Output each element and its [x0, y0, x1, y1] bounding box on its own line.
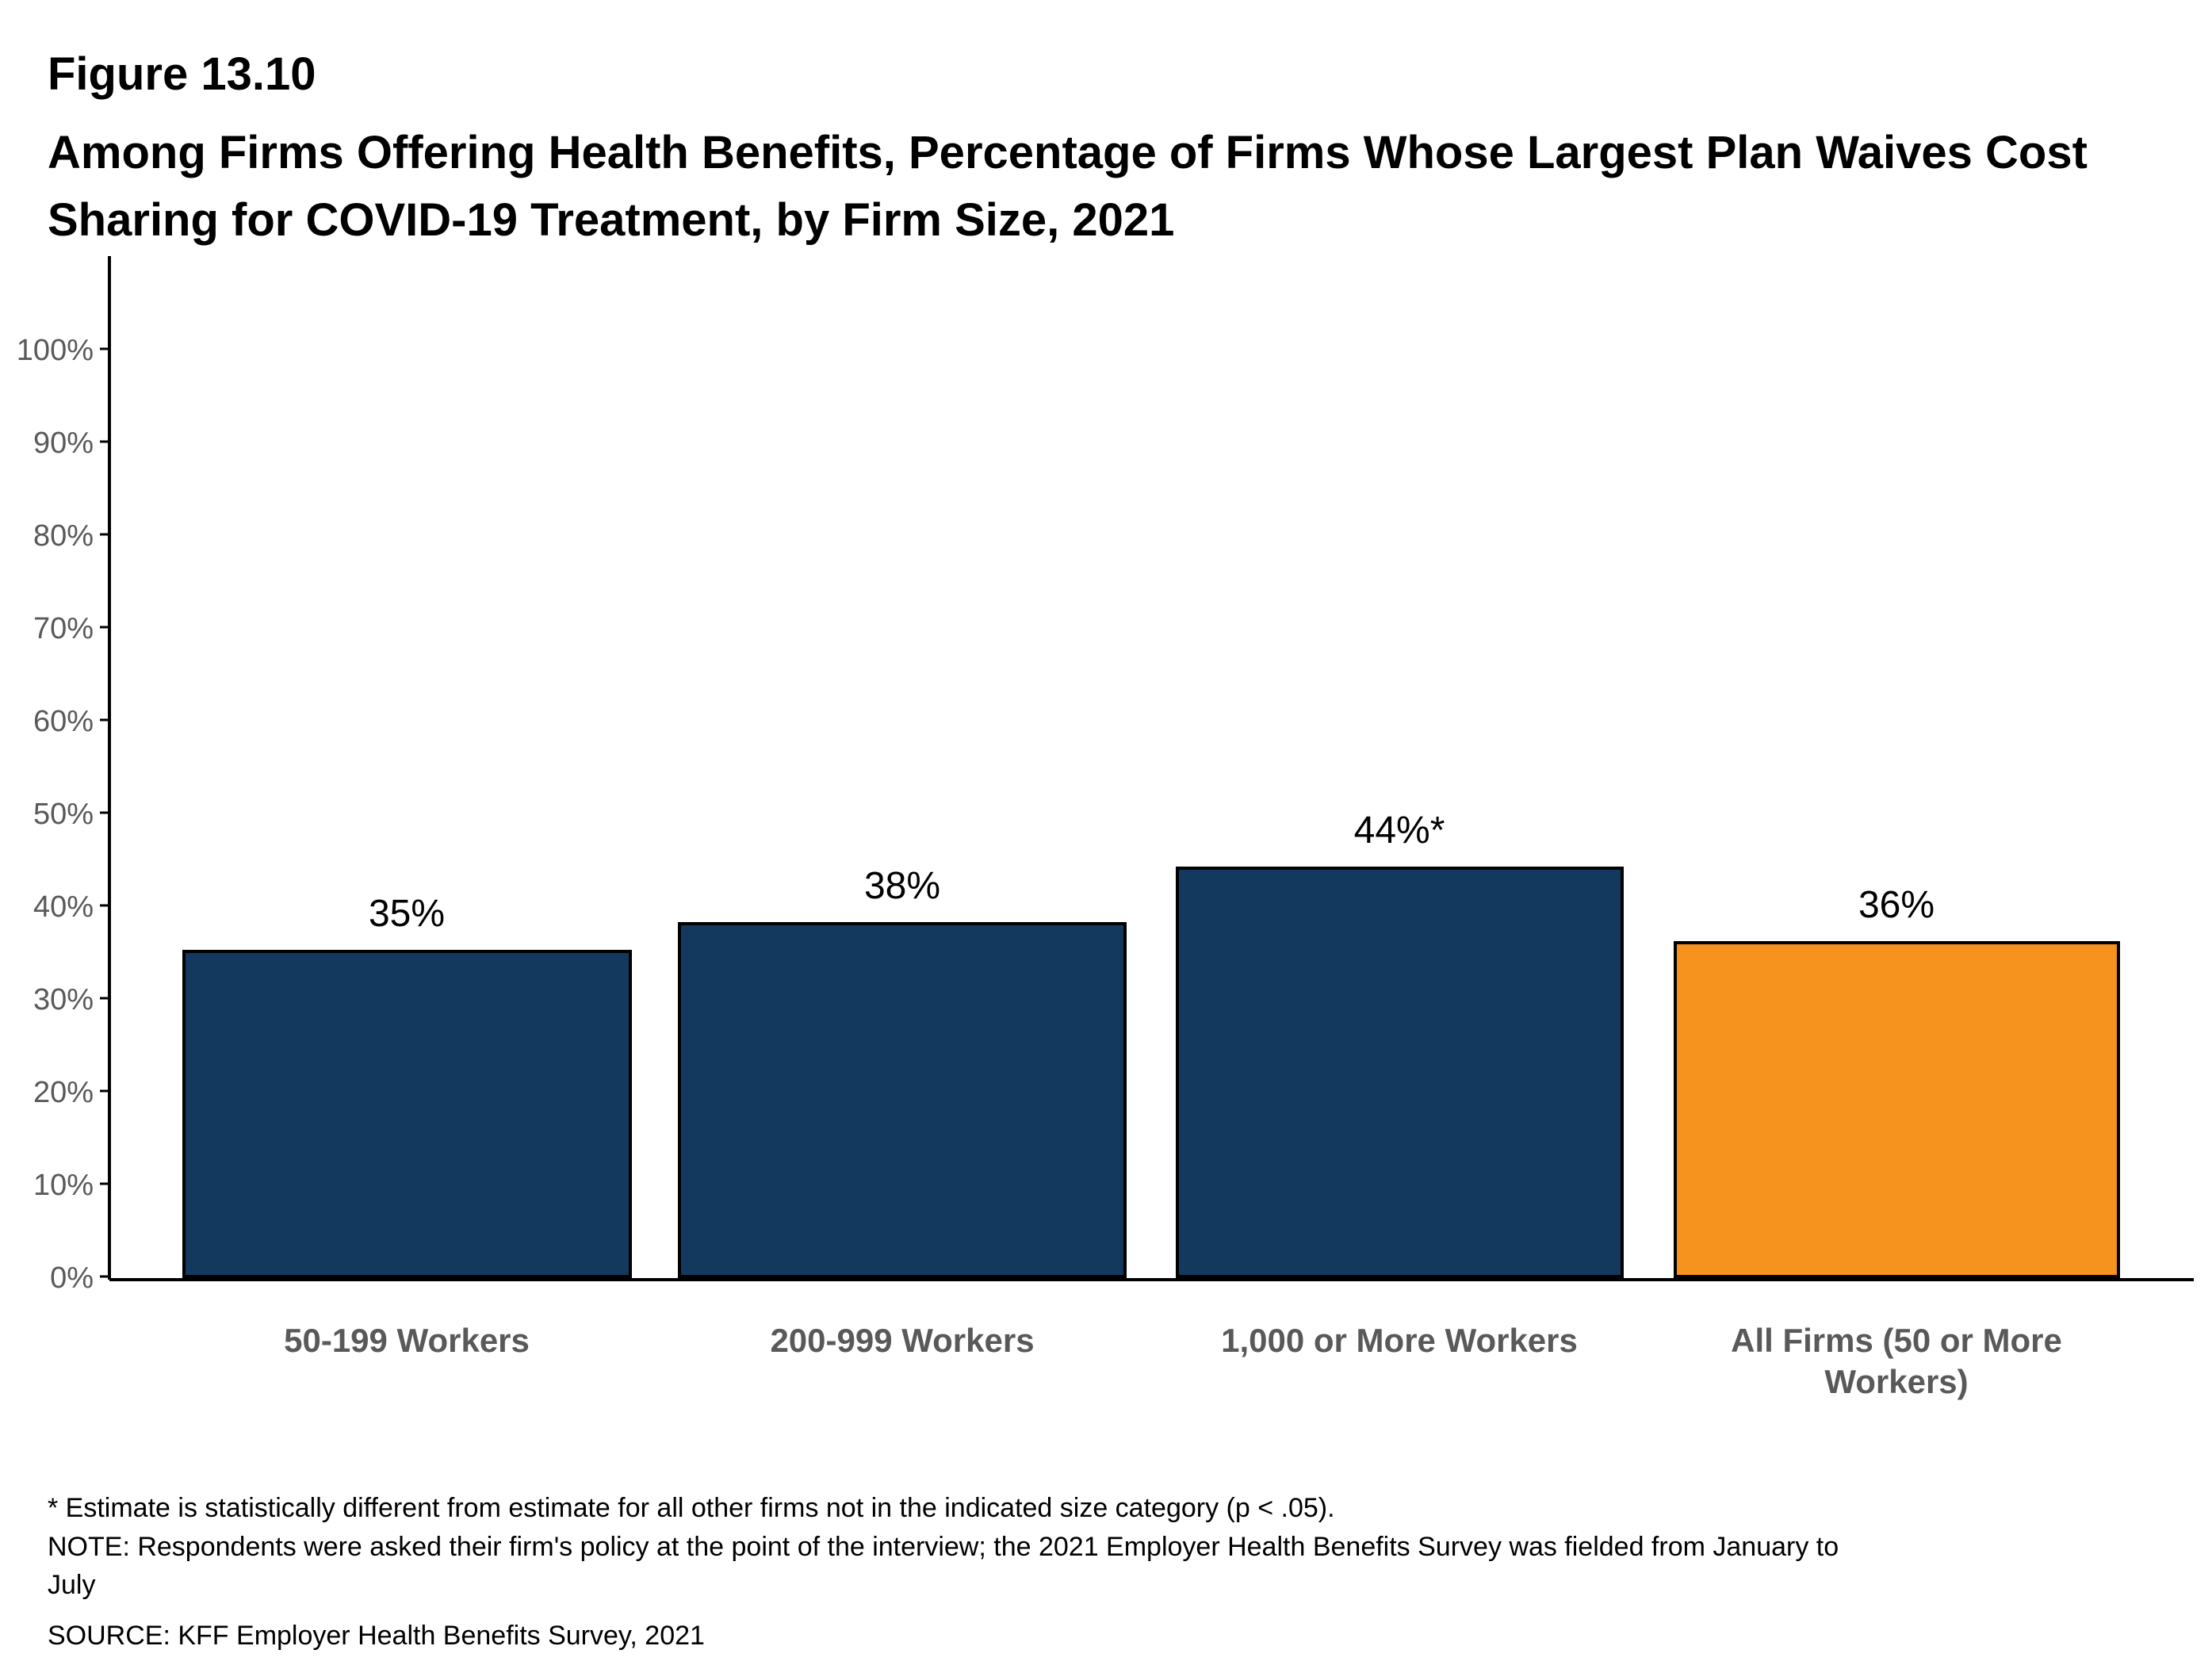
svg-text:0%: 0% — [50, 1261, 94, 1295]
svg-text:50-199 Workers: 50-199 Workers — [284, 1322, 530, 1359]
svg-text:50%: 50% — [33, 798, 94, 831]
svg-text:July: July — [48, 1570, 95, 1600]
svg-text:80%: 80% — [33, 519, 94, 553]
svg-text:1,000 or More Workers: 1,000 or More Workers — [1221, 1322, 1578, 1359]
svg-text:10%: 10% — [33, 1169, 94, 1202]
svg-text:All Firms (50 or More: All Firms (50 or More — [1731, 1322, 2062, 1359]
svg-text:Workers): Workers) — [1824, 1363, 1968, 1400]
svg-text:35%: 35% — [369, 893, 445, 935]
svg-text:70%: 70% — [33, 612, 94, 645]
svg-text:200-999 Workers: 200-999 Workers — [770, 1322, 1034, 1359]
svg-text:SOURCE: KFF Employer Health Be: SOURCE: KFF Employer Health Benefits Sur… — [48, 1621, 705, 1651]
svg-text:60%: 60% — [33, 705, 94, 738]
svg-text:36%: 36% — [1858, 884, 1935, 926]
svg-text:90%: 90% — [33, 427, 94, 460]
svg-text:30%: 30% — [33, 983, 94, 1016]
svg-text:* Estimate is statistically di: * Estimate is statistically different fr… — [48, 1493, 1335, 1523]
svg-text:NOTE: Respondents were asked t: NOTE: Respondents were asked their firm'… — [48, 1532, 1839, 1562]
svg-text:44%*: 44%* — [1354, 810, 1445, 852]
svg-text:20%: 20% — [33, 1076, 94, 1109]
svg-text:40%: 40% — [33, 890, 94, 924]
svg-text:38%: 38% — [864, 865, 940, 907]
svg-text:100%: 100% — [17, 334, 94, 367]
